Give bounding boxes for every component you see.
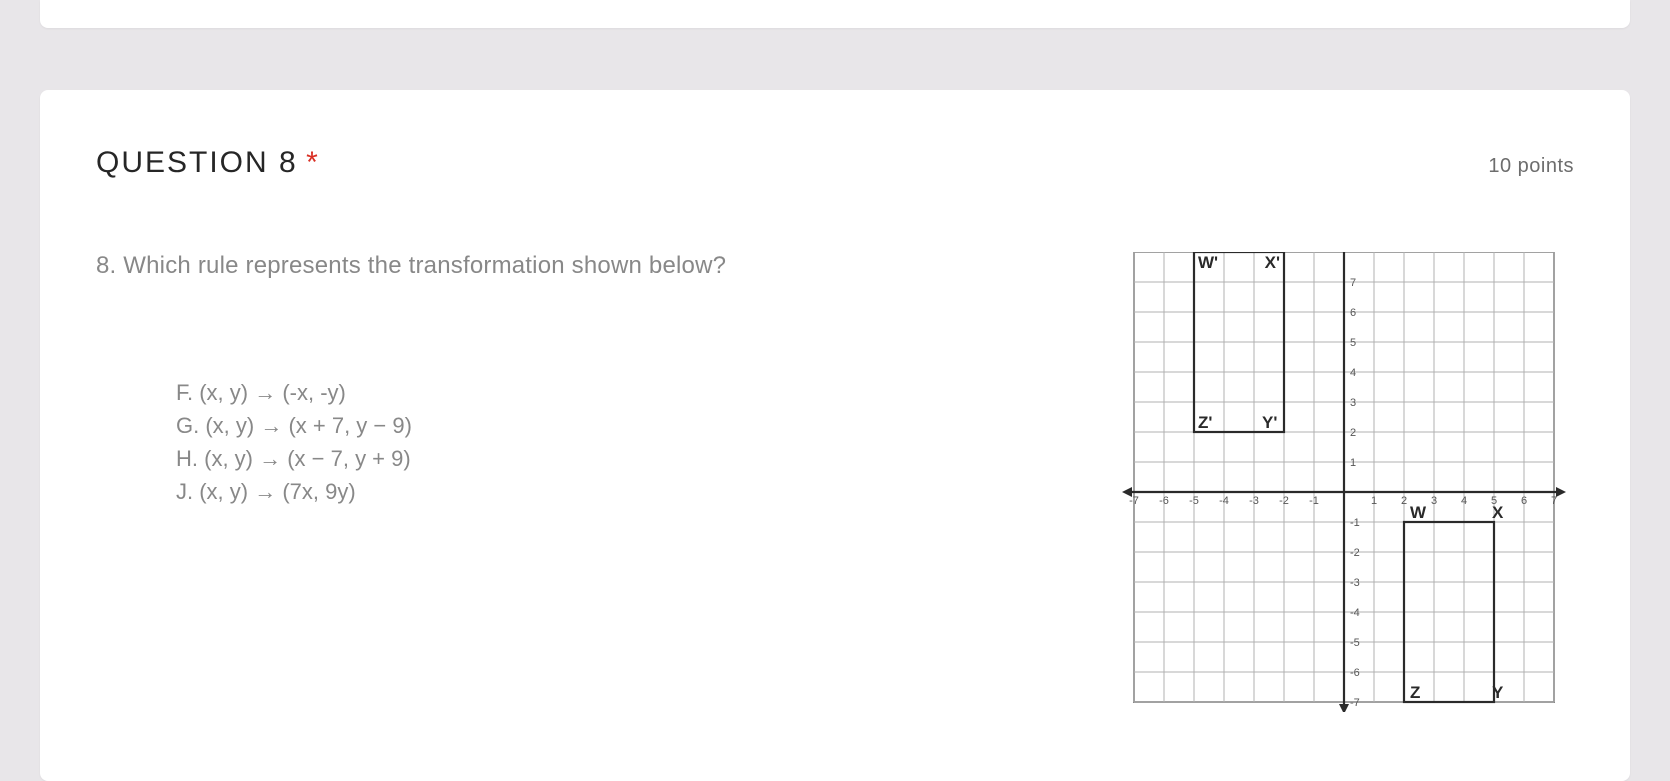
svg-text:3: 3: [1431, 495, 1437, 507]
svg-text:-7: -7: [1350, 697, 1360, 709]
svg-text:-4: -4: [1350, 607, 1360, 619]
svg-text:Y: Y: [1492, 683, 1504, 702]
svg-text:-2: -2: [1279, 495, 1289, 507]
svg-text:-1: -1: [1309, 495, 1319, 507]
svg-text:2: 2: [1401, 495, 1407, 507]
svg-text:2: 2: [1350, 427, 1356, 439]
svg-text:3: 3: [1350, 397, 1356, 409]
svg-text:Z: Z: [1410, 683, 1420, 702]
svg-text:X': X': [1265, 253, 1280, 272]
option-h[interactable]: H. (x, y) → (x − 7, y + 9): [176, 442, 1074, 475]
svg-text:Y': Y': [1262, 413, 1277, 432]
svg-text:X: X: [1492, 503, 1504, 522]
svg-text:-4: -4: [1219, 495, 1229, 507]
svg-text:4: 4: [1350, 367, 1356, 379]
svg-text:4: 4: [1461, 495, 1467, 507]
answer-options: F. (x, y) → (-x, -y) G. (x, y) → (x + 7,…: [96, 376, 1074, 508]
question-prompt: 8. Which rule represents the transformat…: [96, 252, 1074, 280]
svg-text:7: 7: [1551, 495, 1557, 507]
question-card: QUESTION 8 * 10 points 8. Which rule rep…: [40, 90, 1630, 781]
question-body: 8. Which rule represents the transformat…: [96, 252, 1074, 508]
transformation-graph: -7-6-5-4-3-2-112345671234567-1-2-3-4-5-6…: [1114, 252, 1574, 712]
required-asterisk: *: [306, 146, 320, 179]
card-strip-top: [40, 0, 1630, 28]
svg-text:1: 1: [1371, 495, 1377, 507]
svg-text:-2: -2: [1350, 547, 1360, 559]
question-title: QUESTION 8: [96, 146, 298, 179]
svg-text:-1: -1: [1350, 517, 1360, 529]
option-g[interactable]: G. (x, y) → (x + 7, y − 9): [176, 409, 1074, 442]
svg-text:-5: -5: [1189, 495, 1199, 507]
svg-text:6: 6: [1350, 307, 1356, 319]
svg-text:-6: -6: [1350, 667, 1360, 679]
svg-text:-5: -5: [1350, 637, 1360, 649]
svg-text:5: 5: [1350, 337, 1356, 349]
svg-text:-3: -3: [1249, 495, 1259, 507]
svg-text:W: W: [1410, 503, 1427, 522]
svg-text:-6: -6: [1159, 495, 1169, 507]
svg-text:7: 7: [1350, 277, 1356, 289]
svg-text:6: 6: [1521, 495, 1527, 507]
card-header: QUESTION 8 * 10 points: [96, 146, 1574, 180]
option-f[interactable]: F. (x, y) → (-x, -y): [176, 376, 1074, 409]
svg-text:-7: -7: [1129, 495, 1139, 507]
svg-text:-3: -3: [1350, 577, 1360, 589]
svg-text:W': W': [1198, 253, 1218, 272]
graph-svg: -7-6-5-4-3-2-112345671234567-1-2-3-4-5-6…: [1114, 252, 1574, 712]
svg-text:Z': Z': [1198, 413, 1212, 432]
question-title-wrap: QUESTION 8 *: [96, 146, 320, 180]
points-label: 10 points: [1488, 155, 1574, 178]
svg-text:1: 1: [1350, 457, 1356, 469]
option-j[interactable]: J. (x, y) → (7x, 9y): [176, 475, 1074, 508]
content-row: 8. Which rule represents the transformat…: [96, 252, 1574, 712]
